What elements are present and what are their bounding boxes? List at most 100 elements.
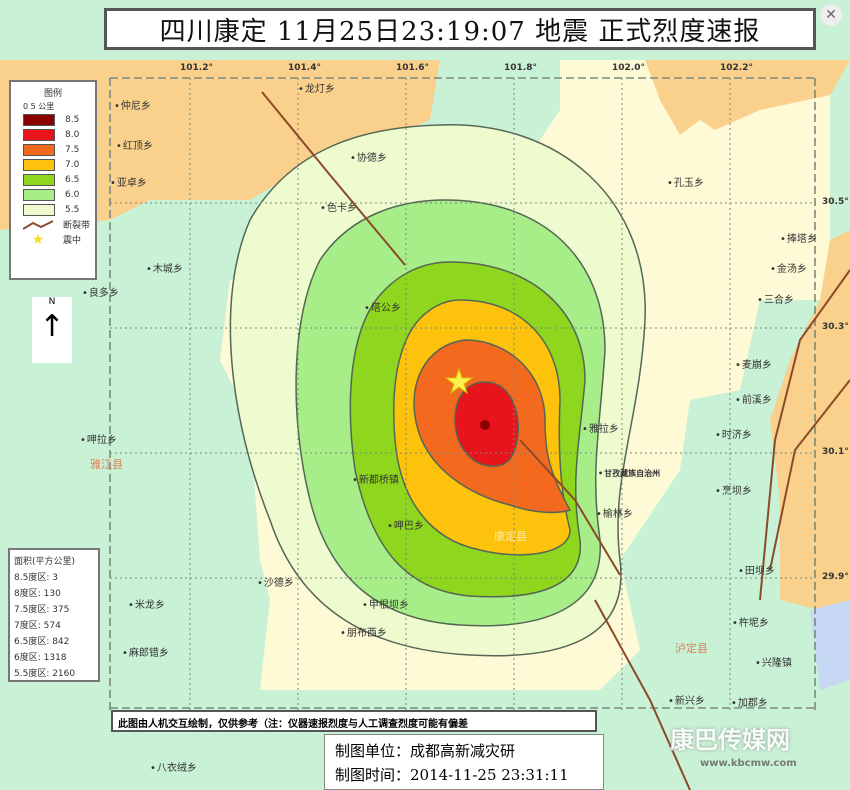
north-arrow-icon: ↑ [39,309,65,344]
legend-fault-label: 断裂带 [63,221,91,231]
place-label: 协德乡 [350,149,387,164]
legend-item: 8.0 [23,127,95,142]
place-label: 朋布西乡 [340,624,387,639]
legend-item: 7.0 [23,157,95,172]
place-label: 亚卓乡 [110,174,147,189]
place-label: 新都桥镇 [352,471,399,486]
longitude-tick-label: 102.0° [612,63,645,73]
region-lake [810,600,850,690]
longitude-tick-label: 101.8° [504,63,537,73]
longitude-tick-label: 101.6° [396,63,429,73]
latitude-tick-label: 30.5° [822,197,849,207]
area-table: 面积(平方公里) 8.5度区: 3 8度区: 130 7.5度区: 375 7度区: … [8,548,100,682]
place-label: 塔公乡 [364,299,401,314]
place-label: 色卡乡 [320,199,357,214]
place-label: 捧塔乡 [780,230,817,245]
place-label: 沙德乡 [257,574,294,589]
place-label: 前溪乡 [735,391,772,406]
place-label: 呷巴乡 [387,517,424,532]
legend-title: 图例 [43,89,62,99]
area-title: 面积(平方公里) [14,557,76,567]
area-row: 6度区: 1318 [14,653,67,663]
place-label: 八衣绒乡 [150,759,197,774]
legend-fault: 断裂带 [23,217,95,232]
fault-line [519,439,621,576]
legend-item-label: 5.5 [65,204,80,215]
place-label: 麻郎错乡 [122,644,169,659]
area-row: 6.5度区: 842 [14,637,70,647]
place-label: 新兴乡 [668,692,705,707]
longitude-tick-label: 102.2° [720,63,753,73]
fault-line [759,269,850,601]
legend-swatch [23,113,55,126]
place-label: 甲根坝乡 [362,596,409,611]
close-icon[interactable]: ✕ [820,4,842,26]
county-label: 泸定县 [675,642,708,655]
place-label: 仲尼乡 [114,97,151,112]
epicenter-star-icon [444,367,474,395]
disclaimer-note: 此图由人机交互绘制，仅供参考（注：仪器速报烈度与人工调查烈度可能有偏差 [111,710,597,732]
area-row: 5.5度区: 2160 [14,669,76,679]
fault-line [261,91,406,266]
fault-icon [23,219,53,230]
north-label: N [48,297,56,307]
legend-swatch [23,158,55,171]
legend-item-label: 7.5 [65,144,80,155]
fault-line [594,599,691,790]
macro-epicenter-dot [480,420,490,430]
place-label: 龙灯乡 [298,80,335,95]
area-row: 7.5度区: 375 [14,605,70,615]
legend-item: 6.5 [23,172,95,187]
legend-item-label: 8.5 [65,114,80,125]
watermark-logo: 康巴传媒网 www.kbcmw.com [530,700,830,780]
legend: 图例 0 5 公里 8.5 8.0 7.5 7.0 6.5 6.0 5.5 断裂带 ★ 震中 [9,80,97,280]
map-title: 四川康定 11月25日23:19:07 地震 正式烈度速报 [104,8,816,50]
place-label: 榆林乡 [596,505,633,520]
legend-item: 8.5 [23,112,95,127]
star-icon: ★ [31,231,45,248]
legend-swatch [23,203,55,216]
place-label: 田坝乡 [738,562,775,577]
north-arrow: N ↑ [32,297,72,363]
place-label: 良多乡 [82,284,119,299]
place-label: 木城乡 [146,260,183,275]
legend-epicenter-label: 震中 [63,236,82,246]
region-orange-e [770,230,850,610]
latitude-tick-label: 30.1° [822,447,849,457]
place-label: 加郡乡 [731,694,768,709]
fault-line [769,379,850,571]
legend-item-label: 8.0 [65,129,80,140]
place-label: 麦崩乡 [735,356,772,371]
scale-bar: 0 5 公里 [23,102,55,111]
area-row: 8.5度区: 3 [14,573,58,583]
legend-item: 7.5 [23,142,95,157]
place-label: 金汤乡 [770,260,807,275]
map-credits: 制图单位：成都高新减灾研 制图时间：2014-11-25 23:31:11 [324,734,604,790]
watermark-name: 康巴传媒网 [670,726,790,754]
legend-item: 6.0 [23,187,95,202]
latitude-tick-label: 29.9° [822,572,849,582]
legend-item-label: 6.0 [65,189,80,200]
county-label: 雅江县 [90,458,123,471]
legend-item-label: 7.0 [65,159,80,170]
place-label: 时济乡 [715,426,752,441]
legend-swatch [23,188,55,201]
longitude-tick-label: 101.4° [288,63,321,73]
watermark-url: www.kbcmw.com [700,758,797,769]
legend-item: 5.5 [23,202,95,217]
place-label: 孔玉乡 [667,174,704,189]
place-label: 甘孜藏族自治州 [598,468,660,479]
place-label: 红顶乡 [116,137,153,152]
map-time: 制图时间：2014-11-25 23:31:11 [335,766,569,784]
place-label: 雅拉乡 [582,420,619,435]
county-label: 康定县 [494,530,527,543]
map-unit: 制图单位：成都高新减灾研 [335,742,516,760]
legend-swatch [23,173,55,186]
legend-swatch [23,143,55,156]
place-label: 烹坝乡 [715,482,752,497]
place-label: 杵坭乡 [732,614,769,629]
legend-epicenter: ★ 震中 [23,231,95,248]
place-label: 呷拉乡 [80,431,117,446]
area-row: 7度区: 574 [14,621,61,631]
